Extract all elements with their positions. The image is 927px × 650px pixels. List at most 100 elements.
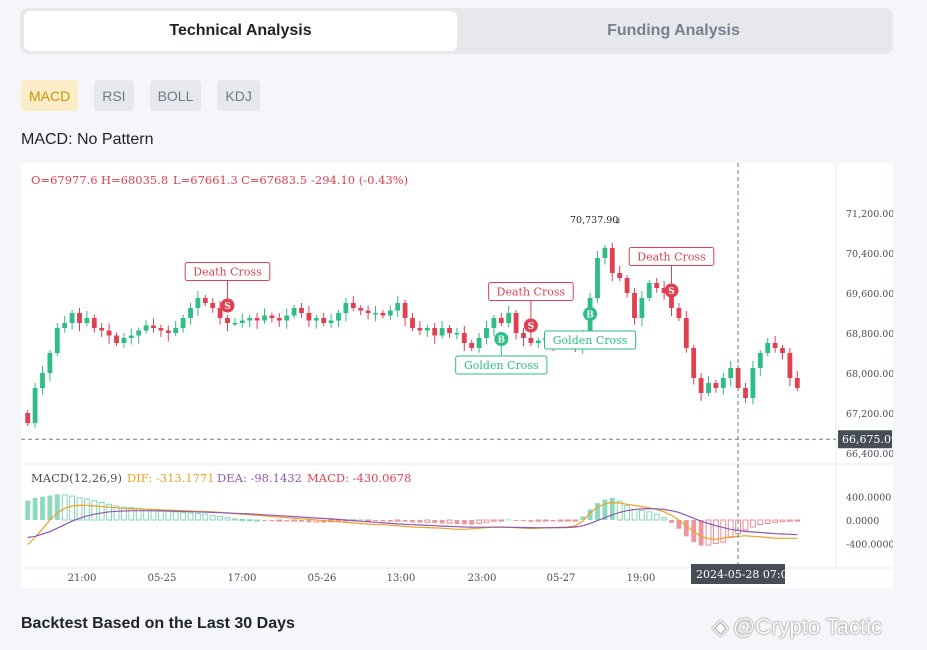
macd-histogram-bar xyxy=(246,519,253,522)
macd-histogram-bar xyxy=(595,503,600,520)
tab-technical-analysis[interactable]: Technical Analysis xyxy=(24,11,457,51)
candle-body xyxy=(484,328,489,338)
time-axis-ticks: 21:00 05-25 17:00 05-26 13:00 23:00 05-27 19:00 xyxy=(68,573,656,584)
candle-body xyxy=(417,328,423,331)
macd-histogram-bar xyxy=(424,519,431,523)
macd-histogram-bar xyxy=(128,507,135,521)
macd-histogram-bar xyxy=(638,510,645,521)
macd-histogram-bar xyxy=(254,519,261,522)
macd-histogram-bar xyxy=(446,519,453,524)
death-cross-label: Death Cross xyxy=(637,251,706,264)
macd-legend-name: MACD(12,26,9) xyxy=(31,471,122,485)
macd-histogram-bar xyxy=(417,520,423,523)
time-tick-label: 19:00 xyxy=(627,573,656,584)
macd-histogram-bar xyxy=(794,519,801,522)
candle-body xyxy=(595,258,600,298)
candle-body xyxy=(114,335,119,343)
crosshair-time-badge xyxy=(691,564,785,584)
macd-histogram-bar xyxy=(587,509,593,520)
candle-body xyxy=(25,413,31,423)
macd-histogram-bar xyxy=(786,519,793,522)
candle-body xyxy=(743,388,748,398)
candles-group xyxy=(25,243,800,428)
macd-histogram-bar xyxy=(535,519,542,522)
watermark: ◈ @Crypto Tactic xyxy=(712,614,882,640)
macd-histogram-bar xyxy=(231,518,238,521)
candle-body xyxy=(158,328,164,331)
macd-histogram-bar xyxy=(25,500,31,520)
candle-body xyxy=(506,313,512,323)
candle-body xyxy=(121,338,127,343)
signal-letter: S xyxy=(528,322,535,332)
candle-body xyxy=(276,318,282,321)
candle-body xyxy=(202,298,208,303)
candle-body xyxy=(151,325,156,328)
candle-body xyxy=(99,328,105,331)
dea-line xyxy=(27,507,798,539)
candle-body xyxy=(513,313,519,333)
macd-histogram-bar xyxy=(698,520,704,546)
macd-histogram-bar xyxy=(506,519,512,521)
candle-body xyxy=(173,328,179,333)
time-tick-label: 05-27 xyxy=(547,573,576,584)
candle-body xyxy=(521,333,526,338)
candle-body xyxy=(358,308,364,311)
signal-letter: B xyxy=(497,336,505,346)
chart-panel[interactable]: O=67977.6 H=68035.8 L=67661.3 C=67683.5 … xyxy=(21,163,898,588)
macd-histogram-bar xyxy=(402,520,408,522)
candle-body xyxy=(439,328,445,336)
candle-body xyxy=(40,373,45,388)
macd-histogram-bar xyxy=(661,517,668,521)
macd-histogram-bar xyxy=(299,520,304,522)
sell-signal-icon xyxy=(664,283,679,298)
peak-price-label: 70,737.90 xyxy=(570,215,618,226)
macd-histogram-bar xyxy=(631,509,638,521)
macd-histogram-bar xyxy=(720,519,727,543)
candle-body xyxy=(632,293,637,318)
candlestick-chart[interactable]: O=67977.6 H=68035.8 L=67661.3 C=67683.5 … xyxy=(21,163,898,588)
candle-body xyxy=(402,303,408,318)
candle-body xyxy=(691,348,697,378)
candle-body xyxy=(210,303,216,308)
macd-axis-ticks: 400.0000 0.0000 -400.0000 xyxy=(846,493,895,551)
candle-body xyxy=(165,330,171,333)
candle-body xyxy=(188,308,193,318)
candle-body xyxy=(336,313,341,321)
macd-histogram-bar xyxy=(217,516,224,521)
candle-body xyxy=(432,328,438,336)
indicator-chip-rsi[interactable]: RSI xyxy=(94,80,134,111)
golden-cross-label: Golden Cross xyxy=(464,359,539,372)
candle-body xyxy=(750,368,756,398)
macd-histogram-bar xyxy=(209,514,216,521)
candle-body xyxy=(262,315,267,321)
candle-body xyxy=(284,315,290,321)
indicator-chip-macd[interactable]: MACD xyxy=(21,80,79,111)
tab-funding-analysis[interactable]: Funding Analysis xyxy=(607,22,740,39)
cross-markers-group: S Death Cross S Death Cross S Death Cross B Gol… xyxy=(184,247,715,375)
death-cross-label: Death Cross xyxy=(497,286,566,299)
candle-body xyxy=(528,338,534,343)
candle-body xyxy=(47,353,53,373)
macd-histogram-bar xyxy=(54,494,60,520)
signal-letter: S xyxy=(224,302,231,312)
ohlc-open: O=67977.6 xyxy=(31,173,98,187)
macd-histogram-bar xyxy=(432,520,438,523)
macd-histogram-group xyxy=(25,494,801,546)
candle-body xyxy=(654,283,660,288)
macd-histogram-bar xyxy=(705,519,712,546)
candle-body xyxy=(62,323,68,328)
macd-histogram-bar xyxy=(564,519,571,522)
macd-histogram-bar xyxy=(394,519,401,522)
candle-body xyxy=(84,318,90,323)
crosshair-price-label: 66,675.09 xyxy=(842,433,893,446)
signal-letter: S xyxy=(668,287,675,297)
macd-histogram-bar xyxy=(742,519,749,531)
indicator-chip-kdj[interactable]: KDJ xyxy=(217,80,260,111)
candle-body xyxy=(254,318,260,321)
candle-body xyxy=(676,308,682,318)
candle-body xyxy=(195,298,201,308)
indicator-chip-boll[interactable]: BOLL xyxy=(149,80,202,111)
macd-histogram-bar xyxy=(239,518,246,521)
macd-histogram-bar xyxy=(113,505,120,521)
candle-body xyxy=(476,338,482,348)
